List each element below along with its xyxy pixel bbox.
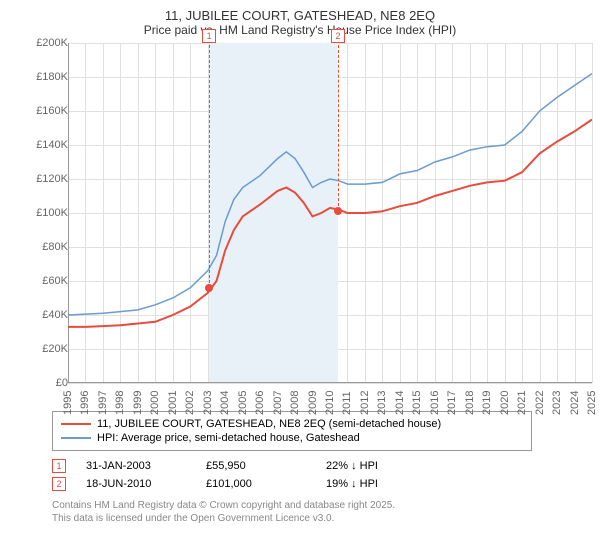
transaction-date: 31-JAN-2003 [86,460,186,472]
y-tick-label: £180K [18,71,68,83]
x-tick-label: 2010 [324,391,336,415]
legend-item: 11, JUBILEE COURT, GATESHEAD, NE8 2EQ (s… [61,418,523,430]
x-tick-label: 2015 [411,391,423,415]
legend-swatch [61,437,91,439]
marker-line-2 [338,45,339,211]
legend: 11, JUBILEE COURT, GATESHEAD, NE8 2EQ (s… [52,411,532,451]
y-tick-label: £100K [18,207,68,219]
transaction-row: 2 18-JUN-2010 £101,000 19% ↓ HPI [52,477,588,491]
legend-label: HPI: Average price, semi-detached house,… [97,432,360,444]
legend-swatch [61,423,91,425]
x-tick-label: 1998 [114,391,126,415]
x-tick-label: 2020 [499,391,511,415]
x-tick-label: 2001 [167,391,179,415]
x-tick-label: 2024 [569,391,581,415]
x-tick-label: 2022 [534,391,546,415]
marker-label-1: 1 [202,29,216,43]
y-tick-label: £40K [18,309,68,321]
series-hpi [68,74,592,315]
y-tick-label: £120K [18,173,68,185]
marker-point-1 [205,284,213,292]
gridline-h [68,383,592,384]
x-tick-label: 1996 [79,391,91,415]
chart-lines [68,43,592,383]
transaction-date: 18-JUN-2010 [86,478,186,490]
chart-title: 11, JUBILEE COURT, GATESHEAD, NE8 2EQ [12,8,588,23]
y-tick-label: £200K [18,37,68,49]
chart-container: 11, JUBILEE COURT, GATESHEAD, NE8 2EQ Pr… [0,0,600,560]
transaction-price: £101,000 [206,478,306,490]
x-tick-label: 1997 [97,391,109,415]
transaction-diff: 19% ↓ HPI [326,478,426,490]
x-tick-label: 2013 [376,391,388,415]
x-tick-label: 2002 [184,391,196,415]
x-tick-label: 2000 [149,391,161,415]
legend-item: HPI: Average price, semi-detached house,… [61,432,523,444]
x-tick-label: 2009 [307,391,319,415]
y-tick-label: £0 [18,377,68,389]
x-tick-label: 2017 [446,391,458,415]
x-tick-label: 2021 [516,391,528,415]
marker-label-2: 2 [331,29,345,43]
transaction-marker: 1 [52,459,66,473]
x-tick-label: 2008 [289,391,301,415]
y-tick-label: £20K [18,343,68,355]
transaction-table: 1 31-JAN-2003 £55,950 22% ↓ HPI 2 18-JUN… [52,459,588,491]
x-tick-label: 2011 [341,391,353,415]
gridline-v [592,43,593,383]
x-tick-label: 2012 [359,391,371,415]
x-tick-label: 2003 [202,391,214,415]
y-tick-label: £160K [18,105,68,117]
transaction-diff: 22% ↓ HPI [326,460,426,472]
x-tick-label: 2006 [254,391,266,415]
transaction-price: £55,950 [206,460,306,472]
y-tick-label: £80K [18,241,68,253]
x-tick-label: 2016 [429,391,441,415]
y-tick-label: £60K [18,275,68,287]
marker-line-1 [209,45,210,288]
x-tick-label: 1995 [62,391,74,415]
transaction-row: 1 31-JAN-2003 £55,950 22% ↓ HPI [52,459,588,473]
plot-area: £0£20K£40K£60K£80K£100K£120K£140K£160K£1… [32,43,592,403]
x-tick-label: 1999 [132,391,144,415]
x-tick-label: 2023 [551,391,563,415]
x-tick-label: 2019 [481,391,493,415]
chart-subtitle: Price paid vs. HM Land Registry's House … [12,23,588,37]
x-tick-label: 2025 [586,391,598,415]
footer-line1: Contains HM Land Registry data © Crown c… [52,499,588,512]
x-tick-label: 2004 [219,391,231,415]
transaction-marker: 2 [52,477,66,491]
marker-point-2 [334,207,342,215]
x-tick-label: 2014 [394,391,406,415]
y-tick-label: £140K [18,139,68,151]
footer-line2: This data is licensed under the Open Gov… [52,512,588,525]
series-property [68,120,592,327]
legend-label: 11, JUBILEE COURT, GATESHEAD, NE8 2EQ (s… [97,418,441,430]
x-tick-label: 2007 [272,391,284,415]
footer-attribution: Contains HM Land Registry data © Crown c… [52,499,588,525]
x-tick-label: 2005 [237,391,249,415]
x-tick-label: 2018 [464,391,476,415]
